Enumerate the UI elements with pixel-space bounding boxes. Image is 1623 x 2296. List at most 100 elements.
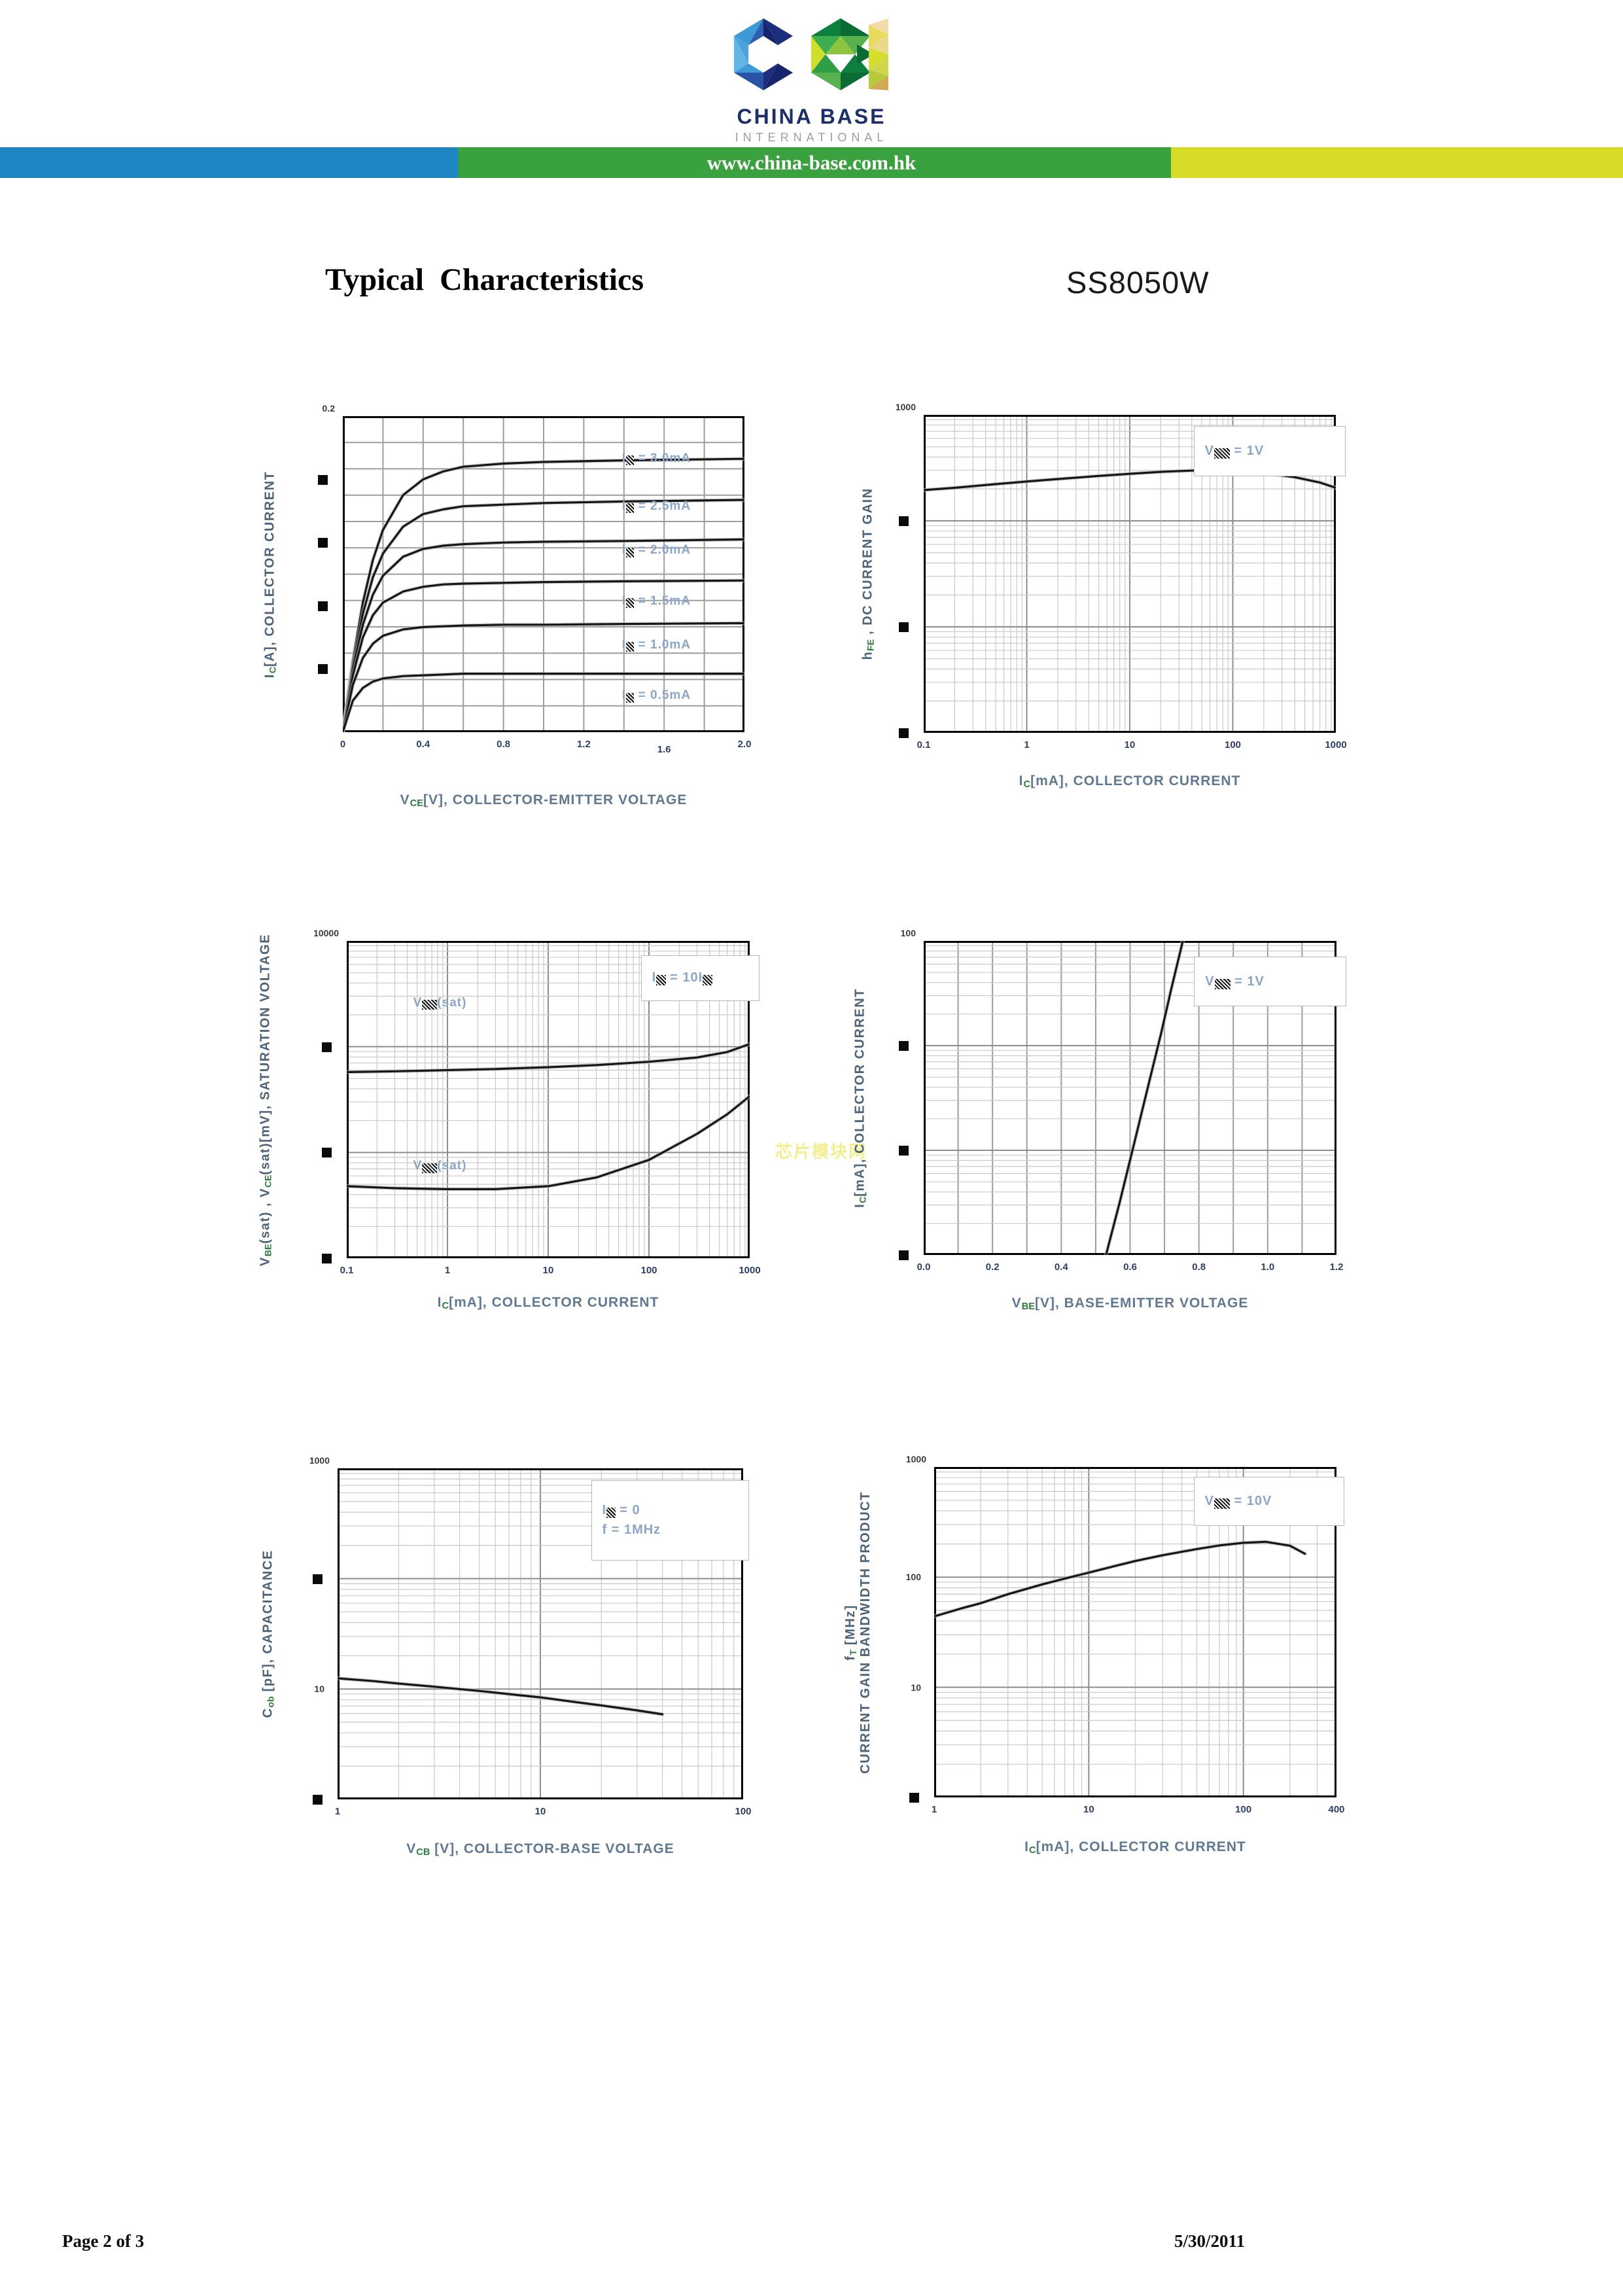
y-tick-blob xyxy=(899,1250,909,1260)
y-tick-label: 100 xyxy=(905,1572,921,1583)
chart-legend: IE = 0 f = 1MHz xyxy=(591,1479,749,1561)
legend-line: f = 1MHz xyxy=(602,1523,661,1538)
x-tick-label: 0 xyxy=(340,739,346,750)
chart-gain-bandwidth-product xyxy=(934,1467,1336,1797)
garbled-subscript: CE xyxy=(1213,448,1230,459)
y-tick-blob xyxy=(899,622,909,632)
x-tick-label: 0.4 xyxy=(416,739,430,750)
page-number: Page 2 of 3 xyxy=(62,2231,145,2251)
y-axis-title-line: VBE(sat) , VCE(sat)[mV], SATURATION VOLT… xyxy=(258,933,273,1266)
curve-ib-1-5ma xyxy=(343,579,744,732)
garbled-subscript: CE xyxy=(1214,1498,1230,1510)
garbled-subscript: E xyxy=(606,1508,616,1519)
y-tick-blob xyxy=(322,1254,332,1263)
curve-halo xyxy=(934,1540,1307,1619)
garbled-subscript: FE xyxy=(865,639,876,651)
x-tick-label: 1.2 xyxy=(576,739,591,750)
logo-letter-b xyxy=(811,18,874,90)
date: 5/30/2011 xyxy=(1174,2231,1246,2251)
x-tick-label: 10 xyxy=(1124,739,1136,751)
curve-label: Ib = 1.0mA xyxy=(621,638,691,652)
logo-letter-i xyxy=(869,18,888,90)
x-tick-label: 1 xyxy=(444,1265,451,1276)
garbled-subscript: CB xyxy=(416,1847,430,1858)
x-tick-label: 1000 xyxy=(739,1265,761,1276)
legend-line: VCE = 1V xyxy=(1204,443,1265,459)
garbled-subscript: C xyxy=(857,1196,868,1203)
y-tick-blob xyxy=(899,516,909,526)
y-tick-blob xyxy=(899,728,909,738)
curve-vce-sat- xyxy=(347,1095,750,1190)
garbled-subscript: CE xyxy=(262,1174,273,1188)
x-tick-label: 0.6 xyxy=(1123,1262,1137,1273)
x-tick-label: 0.8 xyxy=(1192,1262,1206,1273)
y-axis-max-label: 1000 xyxy=(309,1455,330,1466)
bar-blue-segment xyxy=(0,147,458,178)
y-axis-title: VBE(sat) , VCE(sat)[mV], SATURATION VOLT… xyxy=(258,933,273,1265)
garbled-subscript: b xyxy=(626,503,635,513)
legend-line: VCE = 1V xyxy=(1205,974,1265,989)
curve-cob xyxy=(338,1677,664,1716)
y-axis-title: hFE , DC CURRENT GAIN xyxy=(860,487,875,660)
curve-halo xyxy=(338,1676,665,1716)
x-tick-label: 0.4 xyxy=(1054,1262,1068,1273)
chart-legend: IC = 10IB xyxy=(640,955,759,1001)
y-axis-title-line: CURRENT GAIN BANDWIDTH PRODUCT xyxy=(858,1491,873,1774)
garbled-subscript: C xyxy=(1028,1845,1036,1856)
garbled-subscript: BE xyxy=(262,1243,273,1256)
y-tick-blob xyxy=(899,1041,909,1051)
curve-label: VBE(sat) xyxy=(413,995,467,1010)
y-axis-title-line: hFE , DC CURRENT GAIN xyxy=(860,487,876,660)
garbled-subscript: BE xyxy=(1021,1301,1036,1313)
curve-label: Ib = 3.0mA xyxy=(621,451,691,466)
garbled-subscript: b xyxy=(626,692,635,703)
x-axis-title: VCE[V], COLLECTOR-EMITTER VOLTAGE xyxy=(400,792,688,809)
garbled-subscript: BE xyxy=(422,999,438,1010)
curve-ib-3-0ma xyxy=(343,457,744,732)
x-tick-label: 0.0 xyxy=(916,1262,931,1273)
legend-line: IC = 10IB xyxy=(652,970,759,986)
curve-vbe-sat- xyxy=(347,1043,750,1074)
x-tick-label: 100 xyxy=(735,1806,752,1817)
logo-letter-c xyxy=(734,18,793,90)
garbled-subscript: C xyxy=(1023,779,1031,790)
y-tick-blob xyxy=(318,601,328,611)
garbled-subscript: T xyxy=(848,1649,859,1655)
y-axis-title: IC[A], COLLECTOR CURRENT xyxy=(262,470,277,677)
x-axis-title: IC[mA], COLLECTOR CURRENT xyxy=(437,1295,659,1312)
watermark: 芯片模块网 xyxy=(775,1142,867,1161)
y-axis-max-label: 0.2 xyxy=(322,403,335,414)
garbled-subscript: b xyxy=(626,642,635,652)
x-tick-label: 1.6 xyxy=(657,744,671,755)
y-axis-max-label: 1000 xyxy=(905,1454,926,1464)
y-axis-title: IC[mA], COLLECTOR CURRENT xyxy=(852,988,867,1208)
company-subtitle: INTERNATIONAL xyxy=(735,131,888,144)
curve-label: VCE(sat) xyxy=(413,1159,467,1173)
garbled-subscript: C xyxy=(442,1301,449,1312)
garbled-subscript: ob xyxy=(265,1696,276,1708)
garbled-subscript: CE xyxy=(422,1163,438,1173)
x-axis-title: IC[mA], COLLECTOR CURRENT xyxy=(1024,1839,1246,1856)
bar-yellow-segment xyxy=(1171,147,1623,178)
company-name: CHINA BASE xyxy=(737,105,886,128)
curve-label: Ib = 0.5mA xyxy=(621,688,691,703)
garbled-subscript: B xyxy=(703,975,712,986)
cbi-logo xyxy=(734,18,888,90)
x-tick-label: 1 xyxy=(334,1806,341,1817)
garbled-subscript: b xyxy=(626,455,635,466)
x-axis-title: VCB [V], COLLECTOR-BASE VOLTAGE xyxy=(406,1841,674,1858)
x-tick-label: 1000 xyxy=(1325,739,1347,751)
legend-line: IE = 0 xyxy=(602,1502,640,1519)
y-tick-blob xyxy=(899,1146,909,1156)
curve-ib-1-0ma xyxy=(343,622,744,732)
y-tick-label: 10 xyxy=(911,1682,921,1693)
x-tick-label: 0.2 xyxy=(985,1262,1000,1273)
y-axis-max-label: 10000 xyxy=(313,928,339,938)
x-tick-label: 2.0 xyxy=(737,739,752,750)
bar-green-segment xyxy=(458,147,1171,178)
header-color-bar xyxy=(0,147,1623,178)
garbled-subscript: b xyxy=(626,597,635,608)
x-tick-label: 0.1 xyxy=(916,739,931,751)
y-axis-title: fT [MHz] CURRENT GAIN BANDWIDTH PRODUCT xyxy=(843,1491,873,1774)
